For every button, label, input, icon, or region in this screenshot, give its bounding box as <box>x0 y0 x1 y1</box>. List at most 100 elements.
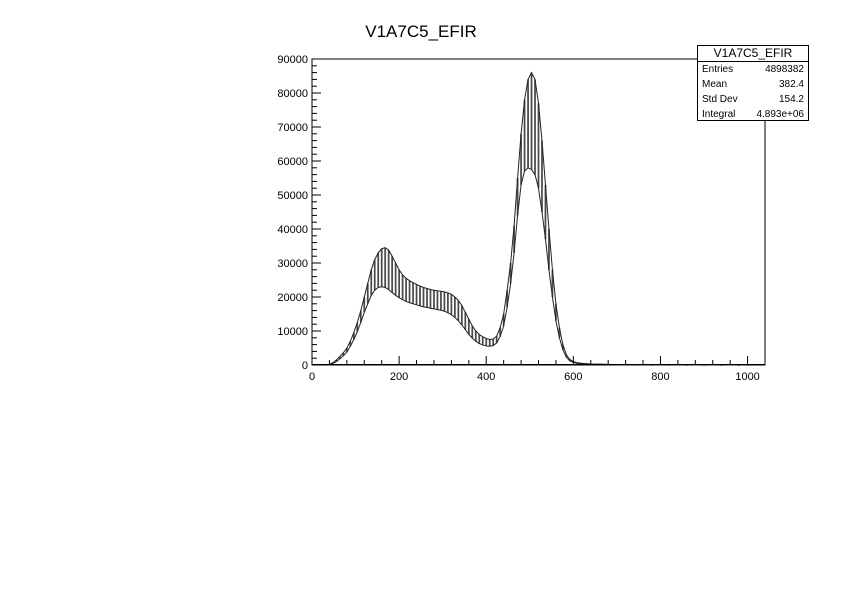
histogram-bar <box>457 300 460 321</box>
histogram-bar <box>541 140 543 212</box>
stats-box: V1A7C5_EFIR Entries 4898382 Mean 382.4 S… <box>697 45 809 121</box>
histogram-bar <box>349 341 352 347</box>
x-tick-label: 800 <box>651 371 669 383</box>
histogram-bar <box>384 247 387 288</box>
histogram-bar <box>478 334 481 344</box>
histogram-bar <box>415 284 418 305</box>
histogram-bar <box>523 99 526 172</box>
histogram-bar <box>359 310 362 323</box>
y-tick-label: 70000 <box>277 122 308 134</box>
histogram-bar <box>555 303 557 321</box>
histogram-bar <box>394 263 397 296</box>
histogram-bar <box>509 263 512 284</box>
y-tick-label: 90000 <box>277 54 308 66</box>
y-tick-label: 80000 <box>277 88 308 100</box>
histogram-bar <box>513 225 515 253</box>
series-upper-line <box>329 71 748 366</box>
histogram-bar <box>366 283 369 304</box>
histogram-bar <box>356 322 359 332</box>
histogram-bar <box>443 291 446 312</box>
histogram-bar <box>335 359 338 362</box>
stats-box-title: V1A7C5_EFIR <box>698 46 808 62</box>
histogram-bar <box>401 274 404 300</box>
histogram-bar <box>380 248 383 287</box>
x-tick-label: 400 <box>477 371 495 383</box>
histogram-bar <box>405 278 407 302</box>
histogram-bar <box>408 280 411 303</box>
histogram-bar <box>412 282 414 304</box>
stats-value: 4898382 <box>765 64 804 75</box>
histogram-bar <box>471 325 474 339</box>
histogram-bar <box>474 331 477 342</box>
chart-title: V1A7C5_EFIR <box>365 22 477 41</box>
x-tick-label: 1000 <box>735 371 759 383</box>
histogram-bar <box>447 292 449 313</box>
histogram-bar <box>506 290 509 308</box>
histogram-bar <box>746 364 749 366</box>
histogram-bar <box>436 290 439 310</box>
histogram-bar <box>565 354 568 358</box>
histogram-bar <box>387 250 390 290</box>
histogram-bar <box>373 259 376 291</box>
stats-row-stddev: Std Dev 154.2 <box>698 92 808 107</box>
histogram-bar <box>433 290 435 309</box>
stats-value: 4.893e+06 <box>756 109 804 120</box>
histogram-bar <box>481 336 484 345</box>
y-tick-label: 20000 <box>277 292 308 304</box>
histogram-bar <box>422 287 425 307</box>
y-tick-label: 40000 <box>277 224 308 236</box>
stats-label: Std Dev <box>702 94 738 105</box>
stats-row-entries: Entries 4898382 <box>698 62 808 77</box>
histogram-bar <box>548 229 550 270</box>
histogram-bar <box>398 269 400 298</box>
histogram-bar <box>495 336 498 343</box>
stats-label: Mean <box>702 79 728 90</box>
histogram-bar <box>502 314 505 326</box>
y-tick-label: 60000 <box>277 156 308 168</box>
histogram-bar <box>391 256 394 293</box>
stats-row-mean: Mean 382.4 <box>698 77 808 92</box>
histogram-bar <box>464 312 467 330</box>
stats-row-integral: Integral 4.893e+06 <box>698 107 808 122</box>
histogram-bar <box>419 286 421 306</box>
histogram-bar <box>485 338 488 346</box>
histogram-bar <box>562 344 564 350</box>
histogram-bar <box>426 288 428 308</box>
y-tick-label: 30000 <box>277 258 308 270</box>
histogram-bar <box>544 184 547 240</box>
histogram-bar <box>352 332 355 340</box>
histogram-bar <box>345 348 348 353</box>
y-tick-label: 50000 <box>277 190 308 202</box>
histogram-bar <box>520 133 522 185</box>
x-tick-label: 200 <box>390 371 408 383</box>
stats-label: Entries <box>702 64 734 75</box>
histogram-bar <box>377 252 380 288</box>
histogram-bar <box>527 79 529 168</box>
histogram-bar <box>453 297 456 318</box>
histogram-bar <box>363 297 366 313</box>
histogram-bar <box>339 356 341 359</box>
histogram-bar <box>534 79 536 175</box>
histogram-bar <box>537 103 540 189</box>
stats-value: 154.2 <box>778 94 804 105</box>
stats-label: Integral <box>702 109 736 120</box>
histogram-bar <box>429 289 432 309</box>
histogram-bar <box>558 327 561 338</box>
histogram-bar <box>492 339 495 346</box>
histogram-bar <box>551 269 554 297</box>
histogram-bar <box>467 319 470 335</box>
histogram-bar <box>488 339 491 347</box>
y-tick-label: 10000 <box>277 326 308 338</box>
histogram-bar <box>342 352 345 356</box>
histogram-bar <box>460 305 463 325</box>
histogram-bar <box>530 72 533 170</box>
histogram-bar <box>370 269 373 296</box>
histogram-bar <box>450 294 453 315</box>
x-tick-label: 0 <box>309 371 315 383</box>
histogram-bar <box>440 291 442 311</box>
histogram-bar <box>516 178 519 216</box>
stats-value: 382.4 <box>778 79 804 90</box>
histogram-bar <box>499 327 502 337</box>
x-tick-label: 600 <box>564 371 582 383</box>
